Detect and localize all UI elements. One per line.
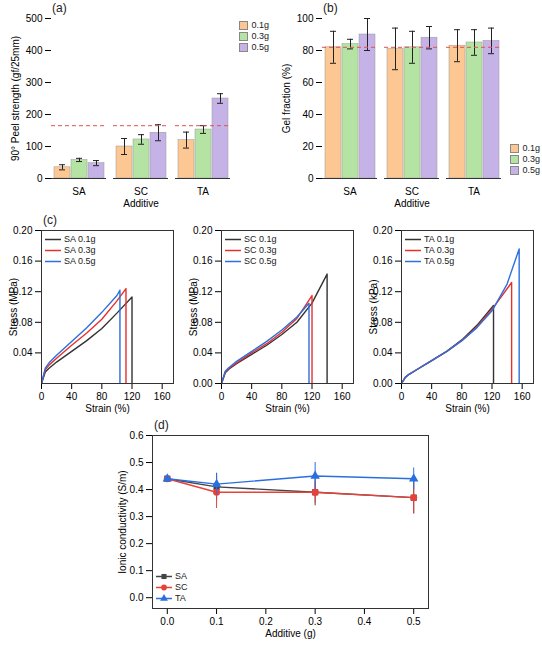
svg-text:500: 500	[26, 13, 43, 24]
svg-text:40: 40	[426, 391, 438, 402]
svg-text:100: 100	[297, 13, 314, 24]
svg-text:120: 120	[124, 391, 141, 402]
svg-text:90° Peel strength (gf/25mm): 90° Peel strength (gf/25mm)	[10, 36, 21, 161]
svg-text:Ionic conductivity (S/m): Ionic conductivity (S/m)	[117, 470, 128, 573]
html-text:(d): (d)	[154, 418, 169, 432]
svg-text:Stress (MPa): Stress (MPa)	[8, 278, 19, 336]
svg-text:200: 200	[26, 109, 43, 120]
html-text:TA 0.3g: TA 0.3g	[424, 245, 455, 255]
html-text:0.3g: 0.3g	[522, 154, 540, 164]
svg-text:0.5: 0.5	[130, 457, 144, 468]
svg-text:0.00: 0.00	[193, 378, 213, 389]
svg-text:0.12: 0.12	[193, 285, 213, 297]
svg-text:0.20: 0.20	[373, 225, 393, 236]
svg-text:0.1: 0.1	[130, 565, 144, 576]
svg-text:0.1: 0.1	[210, 616, 224, 627]
svg-text:0.04: 0.04	[13, 347, 33, 358]
svg-text:80: 80	[276, 391, 288, 402]
svg-text:40: 40	[246, 391, 258, 402]
html-text:0.5g: 0.5g	[251, 42, 269, 52]
html-text:SA 0.1g: SA 0.1g	[64, 234, 96, 244]
svg-text:0.5: 0.5	[407, 616, 421, 627]
svg-text:Additive: Additive	[394, 198, 430, 209]
svg-text:0.16: 0.16	[193, 255, 213, 266]
svg-text:0: 0	[37, 173, 43, 184]
svg-text:160: 160	[154, 391, 171, 402]
svg-text:120: 120	[484, 391, 501, 402]
svg-text:0.3: 0.3	[308, 616, 322, 627]
svg-text:0.04: 0.04	[373, 347, 393, 358]
svg-text:0: 0	[308, 173, 314, 184]
svg-text:Stress (kPa): Stress (kPa)	[368, 279, 379, 334]
svg-text:80: 80	[96, 391, 108, 402]
svg-text:300: 300	[26, 77, 43, 88]
svg-text:60: 60	[302, 77, 314, 88]
svg-text:80: 80	[302, 45, 314, 56]
svg-text:40: 40	[302, 109, 314, 120]
svg-text:Additive (g): Additive (g)	[265, 628, 316, 639]
html-text:SC: SC	[175, 582, 188, 592]
html-text:0.5g: 0.5g	[522, 165, 540, 175]
html-text:0.1g: 0.1g	[522, 143, 540, 153]
svg-text:0.16: 0.16	[373, 255, 393, 266]
html-text:SC 0.3g: SC 0.3g	[244, 245, 277, 255]
svg-text:0.4: 0.4	[130, 484, 144, 495]
svg-text:400: 400	[26, 45, 43, 56]
svg-text:0.04: 0.04	[193, 347, 213, 358]
svg-text:0.6: 0.6	[130, 430, 144, 441]
svg-text:80: 80	[456, 391, 468, 402]
svg-text:SA: SA	[72, 186, 86, 197]
svg-text:0.3: 0.3	[130, 511, 144, 522]
svg-text:100: 100	[26, 141, 43, 152]
svg-text:0.08: 0.08	[193, 316, 213, 328]
html-text:SA 0.5g: SA 0.5g	[64, 256, 96, 266]
svg-text:0: 0	[39, 391, 45, 402]
svg-text:0.20: 0.20	[13, 225, 33, 236]
svg-text:0.2: 0.2	[130, 538, 144, 549]
svg-text:Gel fraction (%): Gel fraction (%)	[281, 64, 292, 133]
html-text:SA: SA	[175, 571, 187, 581]
svg-text:0: 0	[219, 391, 225, 402]
svg-text:0.4: 0.4	[357, 616, 371, 627]
svg-text:0.0: 0.0	[160, 616, 174, 627]
svg-text:SA: SA	[343, 186, 357, 197]
svg-text:120: 120	[304, 391, 321, 402]
svg-text:0.0: 0.0	[130, 592, 144, 603]
svg-text:0.08: 0.08	[13, 316, 33, 328]
html-text:TA 0.5g: TA 0.5g	[424, 256, 455, 266]
svg-text:SC: SC	[134, 186, 148, 197]
svg-text:40: 40	[66, 391, 78, 402]
html-text:TA: TA	[175, 593, 186, 603]
svg-text:0.12: 0.12	[373, 285, 393, 297]
svg-text:20: 20	[302, 141, 314, 152]
svg-text:TA: TA	[197, 186, 209, 197]
html-text:SA 0.3g: SA 0.3g	[64, 245, 96, 255]
html-text:SC 0.1g: SC 0.1g	[244, 234, 277, 244]
svg-text:160: 160	[514, 391, 531, 402]
svg-text:0.16: 0.16	[13, 255, 33, 266]
svg-text:Strain (%): Strain (%)	[265, 403, 309, 414]
svg-text:0.08: 0.08	[373, 316, 393, 328]
svg-text:0.12: 0.12	[13, 285, 33, 297]
svg-text:0: 0	[399, 391, 405, 402]
svg-text:0.20: 0.20	[193, 225, 213, 236]
html-text:TA 0.1g: TA 0.1g	[424, 234, 455, 244]
svg-text:0.00: 0.00	[373, 378, 393, 389]
html-text:(c): (c)	[43, 213, 57, 227]
svg-text:SC: SC	[405, 186, 419, 197]
svg-text:TA: TA	[468, 186, 480, 197]
html-text:SC 0.5g: SC 0.5g	[244, 256, 277, 266]
html-text:0.1g: 0.1g	[251, 20, 269, 30]
svg-text:Strain (%): Strain (%)	[445, 403, 489, 414]
svg-text:160: 160	[334, 391, 351, 402]
svg-text:Stress (MPa): Stress (MPa)	[188, 278, 199, 336]
svg-text:0.2: 0.2	[259, 616, 273, 627]
svg-text:Additive: Additive	[123, 198, 159, 209]
svg-text:Strain (%): Strain (%)	[85, 403, 129, 414]
html-text:(a): (a)	[52, 1, 67, 15]
html-text:(b): (b)	[323, 1, 338, 15]
html-text:0.3g: 0.3g	[251, 31, 269, 41]
